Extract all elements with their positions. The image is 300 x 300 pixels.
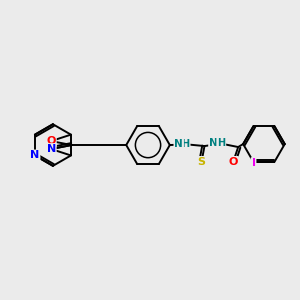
Text: N: N: [30, 150, 40, 161]
Text: S: S: [197, 157, 206, 167]
Text: N: N: [46, 144, 56, 154]
Text: O: O: [229, 157, 238, 167]
Text: N: N: [174, 139, 183, 149]
Text: H: H: [182, 139, 190, 149]
Text: H: H: [217, 138, 225, 148]
Text: O: O: [46, 136, 56, 146]
Text: N: N: [209, 138, 218, 148]
Text: I: I: [251, 158, 256, 168]
